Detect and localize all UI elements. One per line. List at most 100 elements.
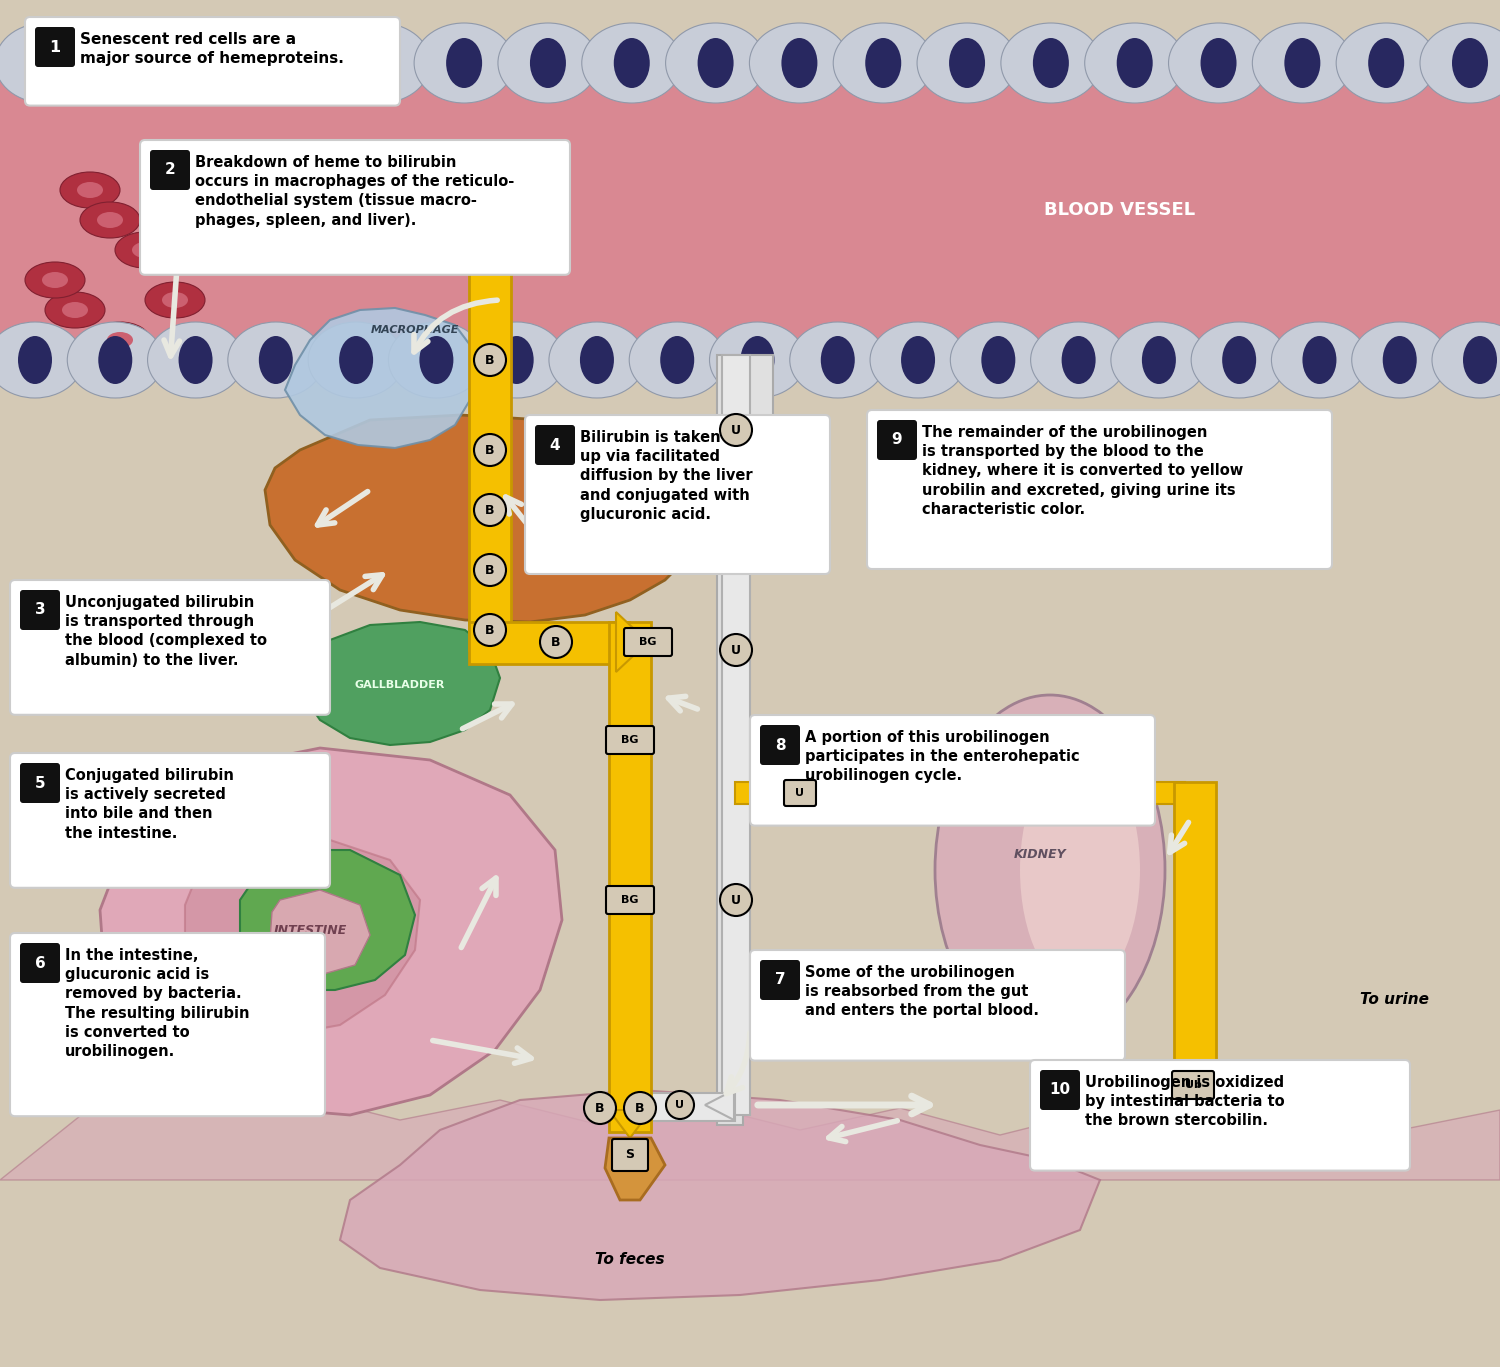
Ellipse shape <box>1368 38 1404 87</box>
Bar <box>470 622 628 664</box>
FancyBboxPatch shape <box>20 591 60 630</box>
FancyBboxPatch shape <box>606 886 654 915</box>
FancyBboxPatch shape <box>150 150 190 190</box>
Text: B: B <box>552 636 561 648</box>
Bar <box>470 200 512 649</box>
Ellipse shape <box>1191 323 1287 398</box>
Text: To urine: To urine <box>1360 992 1430 1007</box>
FancyBboxPatch shape <box>878 420 916 461</box>
FancyBboxPatch shape <box>760 960 800 1001</box>
Ellipse shape <box>710 323 806 398</box>
Ellipse shape <box>1030 323 1126 398</box>
Text: 9: 9 <box>891 432 903 447</box>
Ellipse shape <box>42 272 68 288</box>
Ellipse shape <box>1084 23 1185 103</box>
Text: B: B <box>486 503 495 517</box>
Ellipse shape <box>76 182 104 198</box>
Ellipse shape <box>628 323 724 398</box>
Ellipse shape <box>388 323 484 398</box>
Circle shape <box>474 344 506 376</box>
Ellipse shape <box>468 323 564 398</box>
Text: LIVER: LIVER <box>578 539 622 552</box>
Ellipse shape <box>27 38 63 87</box>
Ellipse shape <box>1336 23 1436 103</box>
Ellipse shape <box>99 336 132 384</box>
FancyBboxPatch shape <box>20 943 60 983</box>
FancyBboxPatch shape <box>10 934 326 1117</box>
Polygon shape <box>0 1095 1500 1180</box>
Ellipse shape <box>549 323 645 398</box>
Ellipse shape <box>666 23 765 103</box>
Ellipse shape <box>582 23 682 103</box>
Text: BLOOD VESSEL: BLOOD VESSEL <box>1044 201 1196 219</box>
Ellipse shape <box>80 23 178 103</box>
Text: B: B <box>486 563 495 577</box>
Ellipse shape <box>500 336 534 384</box>
Ellipse shape <box>68 323 164 398</box>
Ellipse shape <box>147 323 243 398</box>
Ellipse shape <box>339 336 374 384</box>
Text: Conjugated bilirubin
is actively secreted
into bile and then
the intestine.: Conjugated bilirubin is actively secrete… <box>64 768 234 841</box>
Polygon shape <box>270 890 370 975</box>
Polygon shape <box>285 308 476 448</box>
Ellipse shape <box>140 142 200 178</box>
Text: Breakdown of heme to bilirubin
occurs in macrophages of the reticulo-
endothelia: Breakdown of heme to bilirubin occurs in… <box>195 154 514 227</box>
Bar <box>717 355 742 1125</box>
Ellipse shape <box>132 242 158 258</box>
Ellipse shape <box>106 332 134 349</box>
Polygon shape <box>609 1110 651 1137</box>
Ellipse shape <box>981 336 1016 384</box>
Ellipse shape <box>821 336 855 384</box>
Ellipse shape <box>330 23 430 103</box>
Ellipse shape <box>530 38 566 87</box>
FancyBboxPatch shape <box>10 580 330 715</box>
Ellipse shape <box>934 694 1166 1044</box>
Ellipse shape <box>1302 336 1336 384</box>
Ellipse shape <box>228 323 324 398</box>
Ellipse shape <box>1142 336 1176 384</box>
Ellipse shape <box>1000 23 1101 103</box>
Text: U: U <box>730 644 741 656</box>
Circle shape <box>624 1092 656 1124</box>
Ellipse shape <box>188 191 213 208</box>
FancyBboxPatch shape <box>760 725 800 766</box>
Text: Urobilinogen is oxidized
by intestinal bacteria to
the brown stercobilin.: Urobilinogen is oxidized by intestinal b… <box>1084 1074 1284 1128</box>
Text: U: U <box>730 424 741 436</box>
Ellipse shape <box>1432 323 1500 398</box>
Text: BG: BG <box>639 637 657 647</box>
FancyBboxPatch shape <box>867 410 1332 569</box>
Ellipse shape <box>1420 23 1500 103</box>
Text: 8: 8 <box>774 738 786 752</box>
Ellipse shape <box>1112 323 1208 398</box>
Text: 10: 10 <box>1050 1083 1071 1098</box>
Ellipse shape <box>870 323 966 398</box>
Text: A portion of this urobilinogen
participates in the enterohepatic
urobilinogen cy: A portion of this urobilinogen participa… <box>806 730 1080 783</box>
Ellipse shape <box>950 38 986 87</box>
FancyBboxPatch shape <box>624 627 672 656</box>
Text: U: U <box>730 894 741 906</box>
Circle shape <box>720 414 752 446</box>
Polygon shape <box>705 1089 734 1120</box>
Ellipse shape <box>1222 336 1256 384</box>
Ellipse shape <box>660 336 694 384</box>
Circle shape <box>720 634 752 666</box>
Circle shape <box>720 884 752 916</box>
Text: Ub: Ub <box>1185 1080 1202 1089</box>
FancyBboxPatch shape <box>1172 1070 1214 1099</box>
Ellipse shape <box>782 38 818 87</box>
Text: B: B <box>636 1102 645 1114</box>
Text: B: B <box>486 354 495 366</box>
Text: The remainder of the urobilinogen
is transported by the blood to the
kidney, whe: The remainder of the urobilinogen is tra… <box>922 425 1244 517</box>
Ellipse shape <box>162 293 188 308</box>
Ellipse shape <box>1452 38 1488 87</box>
Ellipse shape <box>580 336 614 384</box>
Bar <box>634 1094 735 1121</box>
FancyBboxPatch shape <box>20 763 60 802</box>
Ellipse shape <box>60 172 120 208</box>
Text: B: B <box>486 443 495 457</box>
Ellipse shape <box>902 336 934 384</box>
Ellipse shape <box>420 336 453 384</box>
Ellipse shape <box>80 202 140 238</box>
Text: 4: 4 <box>549 437 561 452</box>
Ellipse shape <box>1284 38 1320 87</box>
